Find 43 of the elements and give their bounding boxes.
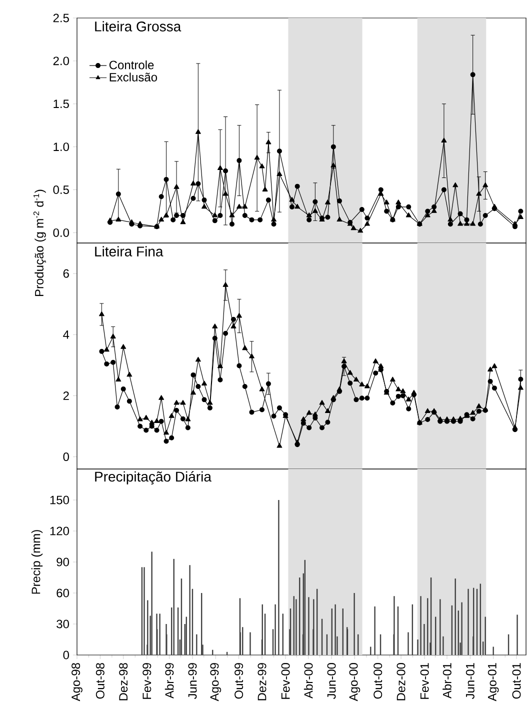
x-tick-label: Out-00 (374, 663, 382, 699)
y-tick-label: 6 (63, 269, 69, 278)
y-tick-label: 1.5 (54, 100, 69, 108)
x-tick-label: Jun-00 (327, 663, 336, 700)
x-tick-label: Abr-01 (442, 663, 452, 699)
x-tick-label: Out-98 (96, 663, 104, 699)
x-tick-label: Jun-99 (188, 663, 197, 700)
x-tick-label: Out-01 (512, 663, 521, 699)
x-tick-label: Dez-98 (119, 663, 128, 700)
x-tick-label: Out-99 (234, 663, 244, 699)
x-tick-label: Dez-99 (258, 663, 266, 700)
x-tick-label: Abr-99 (164, 663, 174, 699)
y-tick-label: 0.5 (53, 186, 69, 194)
y-tick-label: 0 (63, 452, 70, 462)
y-tick-label: 0.0 (53, 228, 70, 237)
y-axis-title: Precip (mm) (31, 530, 43, 594)
chart-title: Liteira Grossa (95, 21, 182, 32)
y-tick-label: 0 (63, 650, 70, 660)
x-tick-label: Fev-01 (420, 663, 429, 699)
chart-title: Precipitação Diária (95, 471, 212, 484)
legend-label: Controle (109, 60, 154, 70)
y-tick-label: 60 (56, 588, 70, 598)
y-axis-title: Produção (g m$^{-2}$ d$^{-1}$) (33, 190, 46, 296)
x-tick-label: Ago-00 (349, 663, 360, 702)
chart-title: Liteira Fina (95, 246, 164, 256)
x-tick-label: Fev-99 (142, 663, 152, 699)
y-tick-label: 2.5 (53, 14, 69, 22)
x-tick-label: Ago-99 (210, 663, 222, 702)
legend-label: Exclusão (110, 72, 158, 82)
x-tick-label: Fev-00 (281, 663, 290, 699)
y-tick-label: 90 (56, 558, 70, 566)
y-tick-label: 4 (63, 330, 70, 339)
x-tick-label: Ago-98 (72, 663, 82, 702)
y-tick-label: 2.0 (53, 56, 70, 66)
y-tick-label: 1.0 (54, 142, 70, 152)
x-tick-label: Dez-00 (396, 663, 406, 700)
x-tick-label: Jun-01 (466, 663, 474, 700)
x-tick-label: Ago-01 (488, 663, 499, 702)
y-tick-label: 2 (63, 392, 69, 400)
y-tick-label: 30 (56, 620, 70, 628)
y-tick-label: 150 (50, 496, 69, 504)
y-tick-label: 120 (50, 526, 69, 536)
x-tick-label: Abr-00 (304, 663, 313, 699)
